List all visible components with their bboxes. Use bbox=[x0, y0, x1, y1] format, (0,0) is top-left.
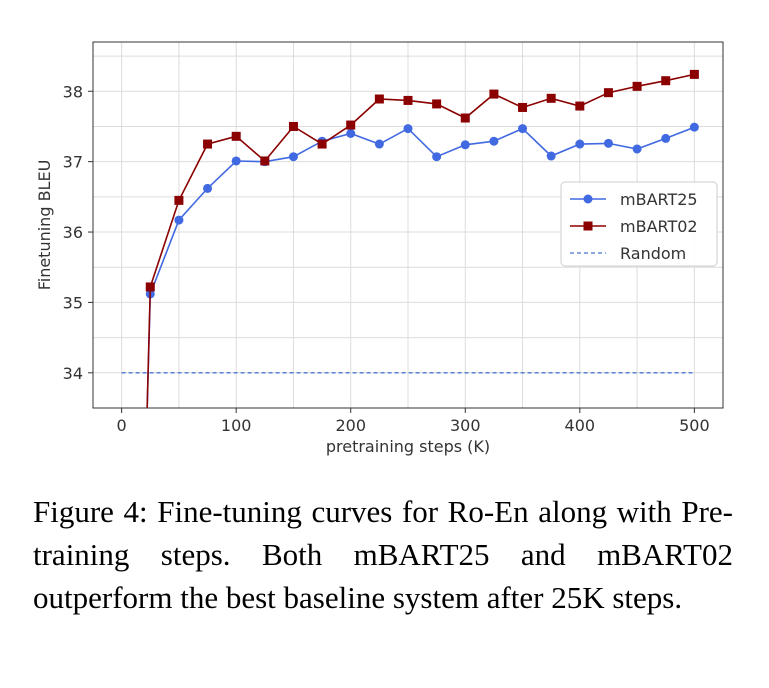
data-point-mbart02 bbox=[489, 89, 499, 99]
series-mbart25 bbox=[145, 122, 699, 408]
legend-entries: mBART25 mBART02 Random bbox=[570, 190, 698, 263]
y-tick-label: 36 bbox=[63, 223, 83, 242]
data-point-mbart25 bbox=[460, 140, 470, 150]
data-point-mbart25 bbox=[689, 122, 699, 132]
data-point-mbart02 bbox=[288, 121, 298, 131]
data-point-mbart25 bbox=[546, 151, 556, 161]
plot-area bbox=[92, 41, 724, 409]
legend-marker-mbart02 bbox=[583, 221, 593, 231]
y-tick-label: 38 bbox=[63, 82, 83, 101]
data-point-mbart02 bbox=[317, 139, 327, 149]
y-axis-label: Finetuning BLEU bbox=[35, 160, 54, 291]
data-point-mbart02 bbox=[603, 88, 613, 98]
series-layer bbox=[121, 69, 699, 408]
x-tick-label: 400 bbox=[565, 416, 596, 435]
data-point-mbart25 bbox=[603, 138, 613, 148]
data-point-mbart02 bbox=[575, 101, 585, 111]
x-tick-label: 300 bbox=[450, 416, 481, 435]
data-point-mbart25 bbox=[374, 139, 384, 149]
data-point-mbart02 bbox=[546, 93, 556, 103]
data-point-mbart25 bbox=[403, 124, 413, 134]
data-point-mbart25 bbox=[661, 133, 671, 143]
y-tick-label: 35 bbox=[63, 293, 83, 312]
data-point-mbart02 bbox=[174, 195, 184, 205]
data-point-mbart25 bbox=[346, 129, 356, 138]
data-point-mbart02 bbox=[145, 282, 155, 292]
x-axis-label: pretraining steps (K) bbox=[326, 437, 490, 456]
line-chart: 0 100 200 300 400 500 34 35 36 37 38 pretraining s… bbox=[35, 41, 724, 456]
data-point-mbart25 bbox=[632, 144, 642, 154]
data-point-mbart02 bbox=[632, 81, 642, 91]
series-line-mbart25 bbox=[146, 126, 695, 408]
data-point-mbart02 bbox=[374, 94, 384, 104]
y-tick-label: 37 bbox=[63, 153, 83, 172]
legend-label-random: Random bbox=[620, 244, 686, 263]
legend-label-mbart02: mBART02 bbox=[620, 217, 698, 236]
data-point-mbart02 bbox=[661, 76, 671, 86]
x-tick-label: 100 bbox=[221, 416, 252, 435]
figure-caption: Figure 4: Fine-tuning curves for Ro-En a… bbox=[33, 494, 733, 615]
data-point-mbart02 bbox=[260, 156, 270, 166]
data-point-mbart25 bbox=[489, 136, 499, 146]
data-point-mbart25 bbox=[231, 156, 241, 166]
x-tick-label: 0 bbox=[117, 416, 127, 435]
legend-marker-mbart25 bbox=[583, 194, 593, 204]
data-point-mbart25 bbox=[174, 215, 184, 225]
data-point-mbart25 bbox=[203, 183, 213, 193]
x-tick-label: 200 bbox=[335, 416, 366, 435]
legend: mBART25 mBART02 Random bbox=[560, 181, 718, 267]
x-tick-label: 500 bbox=[679, 416, 710, 435]
tick-labels: 0 100 200 300 400 500 34 35 36 37 38 bbox=[63, 82, 710, 435]
data-point-mbart25 bbox=[288, 152, 298, 162]
data-point-mbart02 bbox=[460, 113, 470, 123]
legend-label-mbart25: mBART25 bbox=[620, 190, 698, 209]
data-point-mbart02 bbox=[432, 99, 442, 109]
series-mbart02 bbox=[145, 69, 699, 408]
data-point-mbart02 bbox=[518, 102, 528, 112]
data-point-mbart02 bbox=[403, 95, 413, 105]
legend-box bbox=[560, 181, 718, 267]
data-point-mbart02 bbox=[203, 139, 213, 149]
data-point-mbart02 bbox=[231, 131, 241, 141]
y-tick-label: 34 bbox=[63, 364, 83, 383]
data-point-mbart02 bbox=[346, 120, 356, 130]
data-point-mbart25 bbox=[432, 152, 442, 162]
data-point-mbart25 bbox=[518, 124, 528, 134]
data-point-mbart25 bbox=[575, 139, 585, 149]
data-point-mbart02 bbox=[689, 69, 699, 79]
